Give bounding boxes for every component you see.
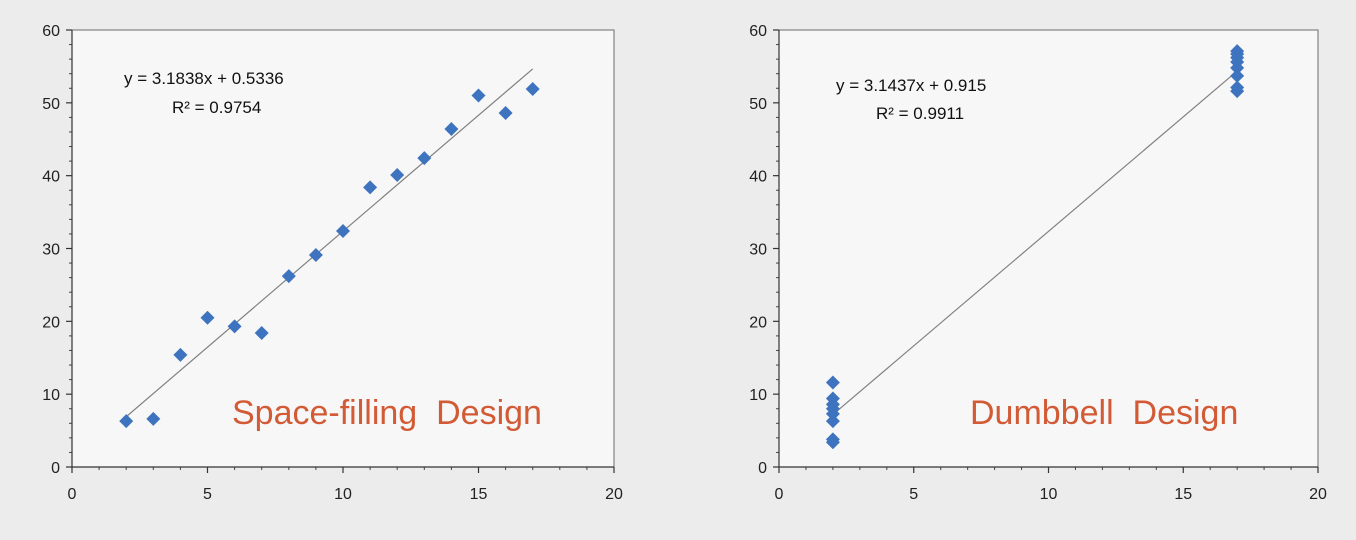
data-point	[825, 375, 840, 390]
x-tick-label: 0	[68, 486, 77, 503]
plot-area	[778, 29, 1319, 468]
y-tick-label: 20	[42, 314, 60, 331]
data-point	[1230, 68, 1245, 83]
data-point	[200, 310, 215, 325]
y-tick-label: 60	[42, 23, 60, 40]
y-tick-label: 10	[42, 387, 60, 404]
data-point	[525, 81, 540, 96]
chart-space-filling: 0 10 20 30 40 50 60 0 5 10 15 20 y = 3.1838x + 0.533…	[42, 23, 623, 503]
data-point	[444, 122, 459, 137]
data-point	[281, 269, 296, 284]
y-tick-label: 50	[42, 96, 60, 113]
y-tick-label: 30	[42, 242, 60, 259]
data-point	[417, 151, 432, 166]
y-tick-label: 0	[758, 460, 767, 477]
trendline	[832, 70, 1238, 415]
x-tick-label: 10	[334, 486, 352, 503]
data-point	[1230, 80, 1245, 95]
y-tick-label: 30	[749, 242, 767, 259]
data-point	[173, 347, 188, 362]
x-tick-label: 5	[909, 486, 918, 503]
data-point	[363, 180, 378, 195]
data-point	[119, 414, 134, 429]
chart-dumbbell: 0 10 20 30 40 50 60 0 5 10 15 20 y = 3.1437x + 0.915…	[749, 23, 1327, 503]
x-tick-label: 5	[203, 486, 212, 503]
data-point	[1230, 44, 1245, 59]
y-tick-label: 40	[749, 169, 767, 186]
trendline-r2: R² = 0.9754	[172, 98, 261, 117]
data-point	[227, 319, 242, 334]
data-point	[336, 224, 350, 239]
y-tick-label: 60	[749, 23, 767, 40]
x-tick-label: 20	[605, 486, 623, 503]
design-caption: Dumbbell Design	[970, 394, 1238, 432]
data-point	[825, 391, 840, 406]
design-caption: Space-filling Design	[232, 394, 542, 432]
trendline-equation: y = 3.1838x + 0.5336	[124, 69, 284, 88]
data-point	[825, 414, 840, 429]
x-tick-label: 20	[1309, 486, 1327, 503]
trendline-equation: y = 3.1437x + 0.915	[836, 76, 986, 95]
trendline-r2: R² = 0.9911	[876, 104, 964, 123]
data-point	[825, 432, 840, 447]
y-tick-label: 50	[749, 96, 767, 113]
x-tick-label: 0	[775, 486, 784, 503]
plot-area	[71, 29, 615, 468]
y-tick-label: 20	[749, 314, 767, 331]
x-tick-label: 15	[1174, 486, 1192, 503]
data-point	[146, 411, 161, 426]
data-point	[471, 88, 486, 103]
x-tick-label: 10	[1040, 486, 1058, 503]
data-point	[308, 248, 323, 263]
data-point	[498, 106, 513, 121]
data-point	[254, 325, 269, 340]
data-point	[390, 167, 405, 182]
trendline	[125, 68, 534, 418]
y-tick-label: 10	[749, 387, 767, 404]
y-tick-label: 40	[42, 169, 60, 186]
y-tick-label: 0	[51, 460, 60, 477]
x-tick-label: 15	[470, 486, 488, 503]
